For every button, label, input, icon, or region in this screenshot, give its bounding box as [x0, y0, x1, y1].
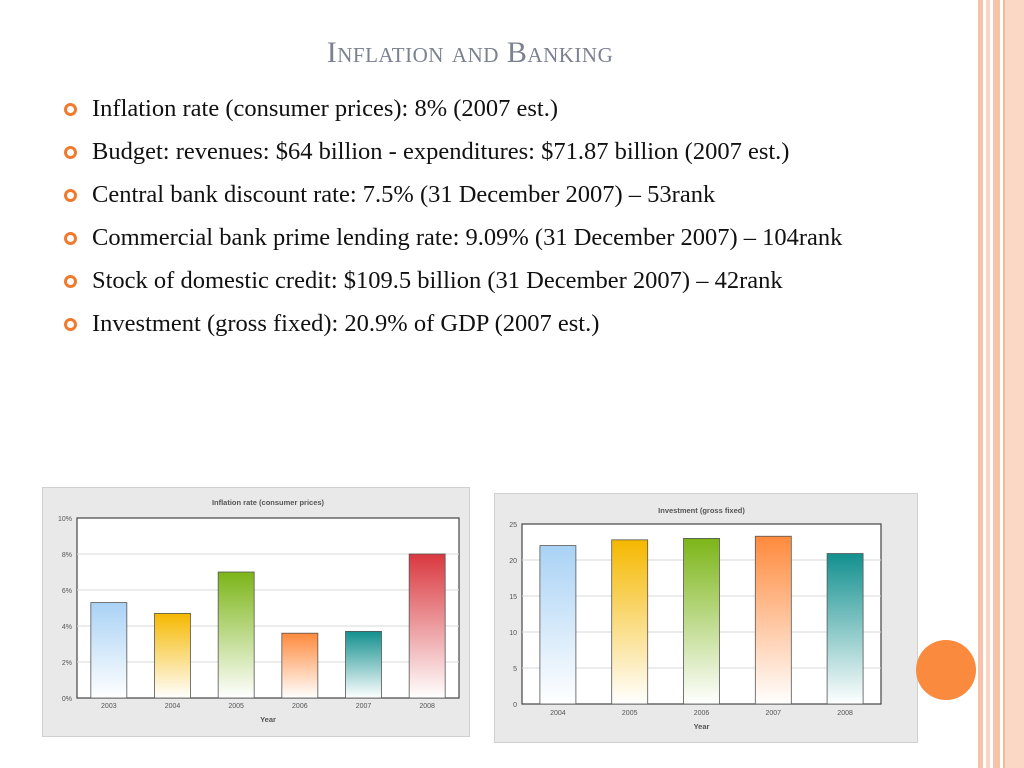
circle-bullet-icon	[64, 232, 77, 245]
circle-bullet-icon	[64, 146, 77, 159]
bullet-text: Inflation rate (consumer prices): 8% (20…	[92, 95, 559, 122]
y-tick-label: 25	[509, 522, 517, 529]
y-tick-label: 15	[509, 594, 517, 601]
bar	[217, 571, 255, 699]
x-tick-label: 2004	[165, 703, 181, 710]
y-tick-label: 10	[509, 630, 517, 637]
inflation-rate-chart: 0% 2% 4% 6% 8% 10% 2003 2004 2005 2006 2007 2008 Inf…	[58, 498, 460, 724]
investment-chart: 0 5 10 15 20 25 2004 2005 2006 2007 2008 Investment…	[509, 506, 882, 731]
y-tick-label: 5	[513, 666, 517, 673]
circle-bullet-icon	[64, 103, 77, 116]
bar	[281, 632, 319, 699]
bar	[754, 535, 792, 705]
y-tick-label: 10%	[58, 516, 72, 523]
x-tick-label: 2006	[292, 703, 308, 710]
bullet-text: Commercial bank prime lending rate: 9.09…	[92, 224, 843, 251]
decor-stripe	[993, 0, 1000, 768]
x-tick-label: 2007	[766, 710, 782, 717]
x-tick-label: 2008	[419, 703, 435, 710]
bullet-list: Inflation rate (consumer prices): 8% (20…	[62, 92, 882, 350]
y-tick-label: 0	[513, 702, 517, 709]
x-tick-label: 2008	[837, 710, 853, 717]
bar	[683, 538, 720, 705]
bullet-text: Central bank discount rate: 7.5% (31 Dec…	[92, 181, 716, 208]
x-tick-label: 2007	[356, 703, 372, 710]
plot-area	[76, 517, 460, 699]
y-tick-label: 8%	[62, 552, 72, 559]
bar	[611, 539, 649, 705]
chart-title: Inflation rate (consumer prices)	[212, 498, 325, 507]
x-tick-label: 2003	[101, 703, 117, 710]
bullet-item: Stock of domestic credit: $109.5 billion…	[62, 264, 882, 298]
bullet-item: Central bank discount rate: 7.5% (31 Dec…	[62, 178, 882, 212]
x-tick-label: 2005	[228, 703, 244, 710]
bullet-item: Inflation rate (consumer prices): 8% (20…	[62, 92, 882, 126]
x-axis-label: Year	[260, 715, 276, 724]
slide-title: Inflation and Banking	[326, 36, 614, 69]
bullet-text: Stock of domestic credit: $109.5 billion…	[92, 267, 783, 294]
x-axis-label: Year	[694, 722, 710, 731]
x-tick-label: 2004	[550, 710, 566, 717]
x-tick-label: 2005	[622, 710, 638, 717]
y-tick-label: 2%	[62, 660, 72, 667]
bullet-text: Budget: revenues: $64 billion - expendit…	[92, 138, 790, 165]
bar	[154, 613, 191, 699]
chart-title: Investment (gross fixed)	[658, 506, 745, 515]
bar	[408, 553, 446, 699]
circle-bullet-icon	[64, 189, 77, 202]
bar	[345, 630, 382, 699]
x-tick-label: 2006	[694, 710, 710, 717]
y-tick-label: 6%	[62, 588, 72, 595]
decor-stripe	[1003, 0, 1024, 768]
y-tick-label: 20	[509, 558, 517, 565]
bar	[90, 602, 128, 699]
investment-chart-panel: 0 5 10 15 20 25 2004 2005 2006 2007 2008 Investment…	[494, 493, 918, 743]
circle-bullet-icon	[64, 318, 77, 331]
y-tick-label: 0%	[62, 696, 72, 703]
bar	[826, 553, 864, 705]
circle-bullet-icon	[64, 275, 77, 288]
decor-stripe	[986, 0, 990, 768]
y-tick-label: 4%	[62, 624, 72, 631]
decor-circle	[916, 640, 976, 700]
bullet-item: Commercial bank prime lending rate: 9.09…	[62, 221, 882, 255]
inflation-chart-panel: 0% 2% 4% 6% 8% 10% 2003 2004 2005 2006 2007 2008 Inf…	[42, 487, 470, 737]
bullet-item: Budget: revenues: $64 billion - expendit…	[62, 135, 882, 169]
bullet-text: Investment (gross fixed): 20.9% of GDP (…	[92, 310, 600, 337]
decor-stripe	[978, 0, 983, 768]
bullet-item: Investment (gross fixed): 20.9% of GDP (…	[62, 307, 882, 341]
bar	[539, 545, 577, 705]
